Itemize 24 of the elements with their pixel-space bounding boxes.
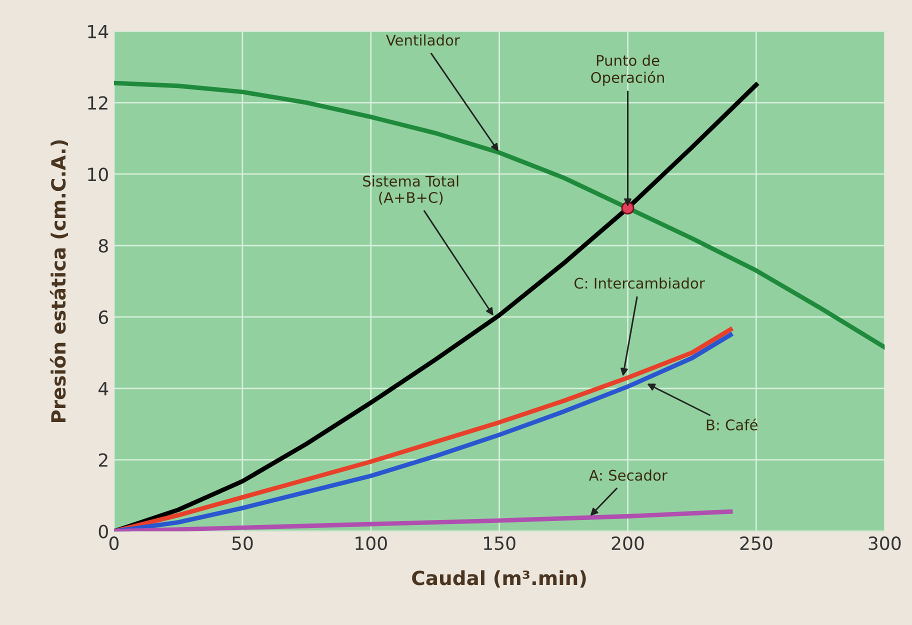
x-axis-title: Caudal (m³.min) [412,570,586,588]
y-tick-label: 2 [98,453,108,467]
y-tick-label: 6 [98,310,108,324]
x-tick-label: 0 [109,536,119,550]
y-tick-label: 0 [98,524,108,538]
annotation: B: Café [706,418,758,430]
line-series [114,509,733,532]
annotation: Punto de Operación [591,54,664,86]
x-tick-label: 100 [356,536,387,550]
x-tick-label: 200 [612,536,644,550]
y-tick-label: 4 [98,382,108,396]
y-tick-label: 12 [88,96,108,110]
annotation: Ventilador [386,34,460,46]
x-tick-label: 50 [232,536,253,550]
x-tick-label: 300 [868,536,901,550]
y-tick-label: 14 [88,24,108,38]
y-tick-label: 8 [98,238,108,253]
x-tick-label: 150 [484,536,516,550]
annotation: A: Secador [588,470,668,481]
annotation: Sistema Total (A+B+C) [363,175,458,205]
annotation: C: Intercambiador [574,277,705,289]
y-axis-title: Presión estática (cm.C.A.) [50,140,68,422]
y-tick-label: 10 [88,168,108,182]
x-tick-label: 250 [740,536,772,550]
